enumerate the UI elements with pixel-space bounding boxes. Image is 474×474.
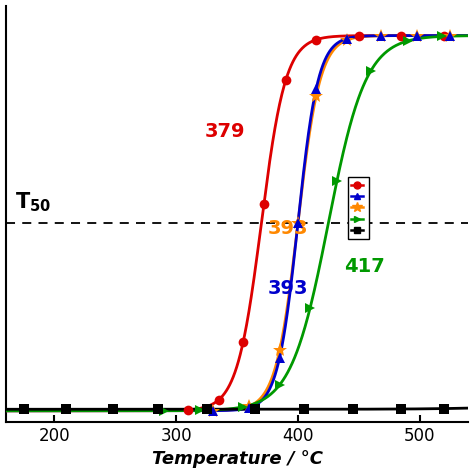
X-axis label: Temperature / °C: Temperature / °C [152,450,322,468]
Text: 393: 393 [268,279,309,298]
Text: $\mathbf{T_{50}}$: $\mathbf{T_{50}}$ [15,190,51,214]
Text: 417: 417 [345,257,385,276]
Legend: , , , , : , , , , [348,177,369,239]
Text: 379: 379 [205,122,245,141]
Text: 393: 393 [268,219,309,238]
